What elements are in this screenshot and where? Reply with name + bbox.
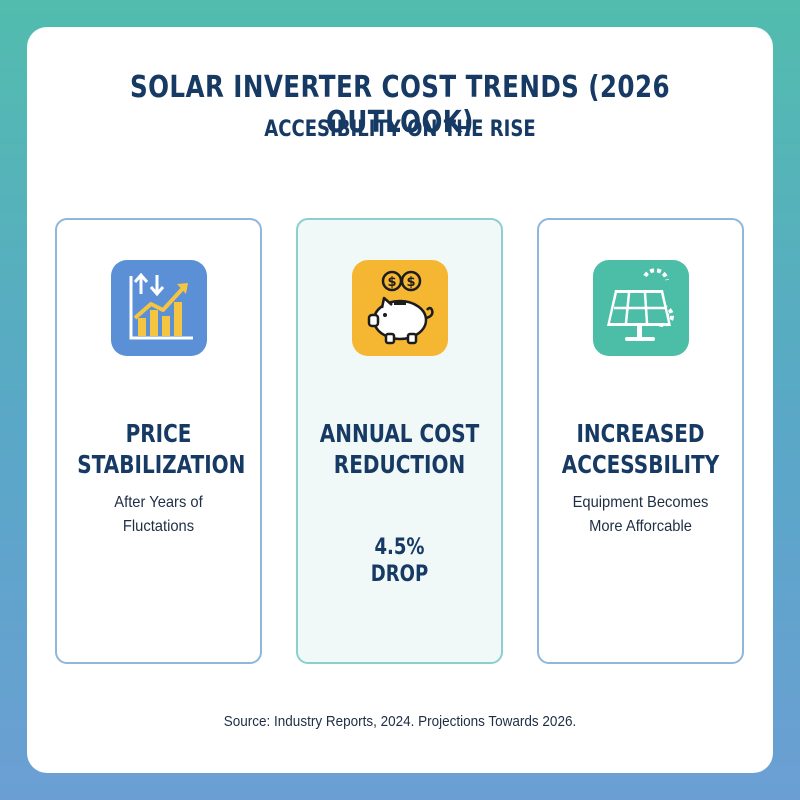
panel-description: After Years of Fluctations [114,494,203,535]
page-title: SOLAR INVERTER COST TRENDS (2026 OUTLOOK… [129,70,671,140]
panel-heading: PRICE STABILIZATION [77,419,246,479]
cost-reduction-stat: 4.5% DROP [370,535,429,587]
solar-panel-icon [593,260,689,356]
svg-text:$: $ [387,275,396,290]
trend-chart-icon [111,260,207,356]
panel-heading: INCREASED ACCESSBILITY [561,419,720,479]
panel-description: Equipment Becomes More Afforcable [572,494,709,535]
svg-text:$: $ [406,275,415,290]
panel-increased-accessibility: INCREASED ACCESSBILITY Equipment Becomes… [537,218,744,664]
source-note: Source: Industry Reports, 2024. Projecti… [223,713,577,730]
panel-price-stabilization: PRICE STABILIZATION After Years of Fluct… [55,218,262,664]
page-subtitle: ACCESIBILITY ON THE RISE [264,117,536,142]
piggy-bank-icon: $ $ [352,260,448,356]
panel-annual-cost-reduction: $ $ ANNUAL COST REDUCTION 4.5% DROP [296,218,503,664]
panel-heading: ANNUAL COST REDUCTION [319,419,480,479]
